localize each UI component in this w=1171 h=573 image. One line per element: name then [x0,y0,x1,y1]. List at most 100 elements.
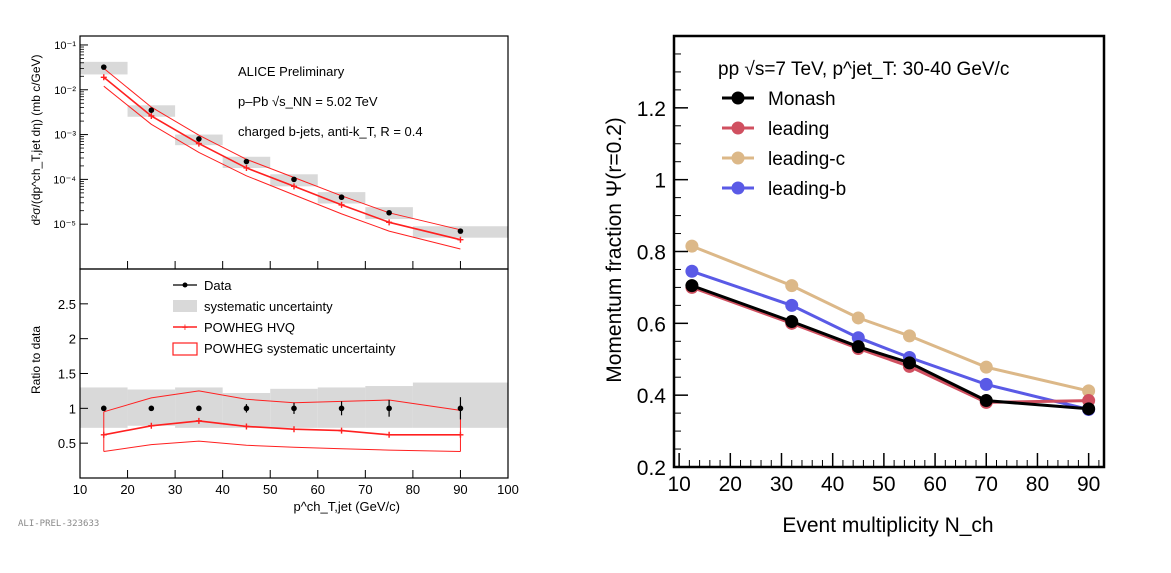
point-monash [902,356,916,370]
right-y-axis-label: Momentum fraction Ψ(r=0.2) [603,117,626,383]
right-y-axis: 0.2 0.4 0.6 0.8 1 1.2 [637,53,688,480]
ratio-powheg-line [103,420,461,436]
data-point [243,158,250,165]
point-leading-b [979,377,993,391]
powheg-band-lower [103,85,461,250]
left-bottom-x-axis-label: p^ch_T,jet (GeV/c) [293,499,400,514]
left-legend: Data systematic uncertainty + POWHEG HVQ… [172,278,396,356]
point-leading-b [685,264,699,278]
right-x-tick-label: 50 [872,473,895,496]
y-tick-label: 10⁻⁵ [53,219,76,231]
point-leading-b [851,331,865,345]
annotation-collision: p–Pb √s_NN = 5.02 TeV [238,94,378,109]
ratio-powheg-point [195,417,202,424]
legend-data-label: Data [204,278,232,293]
powheg-band-upper [103,68,461,231]
right-x-tick-label: 60 [923,473,946,496]
right-x-tick-label: 70 [975,473,998,496]
right-y-tick-label: 1.2 [637,98,666,121]
ratio-x-tick-label: 30 [168,482,182,497]
y-tick-label: 10⁻⁴ [53,174,76,186]
ratio-y-tick-label: 0.5 [58,436,76,451]
legend-marker-leading-b [731,181,745,195]
legend-marker-monash [731,91,745,105]
legend-sys-swatch [173,300,197,312]
data-point [386,209,392,216]
powheg-point [148,112,155,119]
legend-powheg-label: POWHEG HVQ [204,320,295,335]
right-title: pp √s=7 TeV, p^jet_T: 30-40 GeV/c [718,59,1009,80]
point-leading-c [785,279,799,293]
line-leading-c [691,244,1089,393]
figure-id: ALI-PREL-323633 [18,519,99,529]
line-leading [691,285,1089,404]
ratio-powheg-point [457,431,464,438]
point-monash [851,340,865,354]
right-y-tick-label: 0.2 [637,457,666,480]
right-y-tick-label: 0.6 [637,313,666,336]
left-bottom-x-axis: 10 20 30 40 50 60 70 80 90 100 [73,470,519,497]
left-bottom-y-axis: 0.5 1 1.5 2 2.5 [58,297,88,451]
legend-marker-leading [731,121,745,135]
left-top-y-axis: 10⁻¹ 10⁻² 10⁻³ 10⁻⁴ 10⁻⁵ [53,40,509,269]
legend-label-leading-c: leading-c [768,149,845,170]
right-y-tick-label: 0.4 [637,385,667,408]
point-leading-c [902,329,916,343]
right-x-tick-label: 40 [821,473,844,496]
legend-marker-leading-c [731,151,745,165]
legend-powheg-sys-swatch [172,342,198,356]
ratio-powheg-band-lower [103,440,461,452]
right-x-tick-label: 80 [1026,473,1049,496]
ratio-powheg-point [291,426,297,433]
powheg-point [243,164,250,171]
ratio-data-point [457,405,464,412]
left-top-y-axis-label: d²σ/(dp^ch_T,jet dη) (mb c/GeV) [29,54,43,225]
data-point [100,64,107,70]
data-point [457,228,464,234]
ratio-x-tick-label: 50 [263,482,277,497]
ratio-data-point [148,405,155,412]
ratio-x-tick-label: 100 [497,482,519,497]
legend-powheg-sys-label: POWHEG systematic uncertainty [204,341,396,356]
left-top-plot-area [80,61,508,250]
ratio-x-tick-label: 80 [406,482,420,497]
point-monash [785,315,799,329]
legend-powheg-marker: + [182,322,188,334]
y-tick-label: 10⁻³ [54,130,76,142]
legend-sys-label: systematic uncertainty [204,299,333,314]
point-leading-c [685,239,699,253]
powheg-line [103,76,461,241]
powheg-point [291,183,297,190]
powheg-point [457,236,464,243]
right-x-axis: 10 20 30 40 50 60 70 80 90 [667,453,1100,496]
ratio-powheg-point [100,431,107,438]
left-bottom-y-axis-label: Ratio to data [29,326,43,394]
data-point [196,136,202,142]
powheg-point [100,74,107,81]
point-monash [979,394,993,408]
ratio-powheg-point [386,431,393,438]
legend-data-marker [182,282,188,288]
ratio-data-point [100,405,107,412]
ratio-powheg-point [243,423,250,430]
ratio-y-tick-label: 2.5 [58,297,76,312]
right-x-tick-label: 30 [770,473,793,496]
data-point [148,107,155,113]
ratio-x-tick-label: 40 [215,482,229,497]
point-leading-b [785,298,799,312]
ratio-data-point [243,405,250,412]
legend-label-monash: Monash [768,89,836,110]
right-x-tick-label: 10 [667,473,690,496]
ratio-powheg-point [338,427,345,434]
ratio-data-point [196,405,202,412]
y-tick-label: 10⁻¹ [54,40,76,52]
ratio-data-point [291,405,297,412]
ratio-data-point [386,405,392,412]
point-monash [1082,402,1096,416]
ratio-x-tick-label: 10 [73,482,87,497]
data-point [338,194,345,201]
right-plot-area [685,239,1096,417]
y-tick-label: 10⁻² [54,85,76,97]
right-x-tick-label: 90 [1077,473,1100,496]
